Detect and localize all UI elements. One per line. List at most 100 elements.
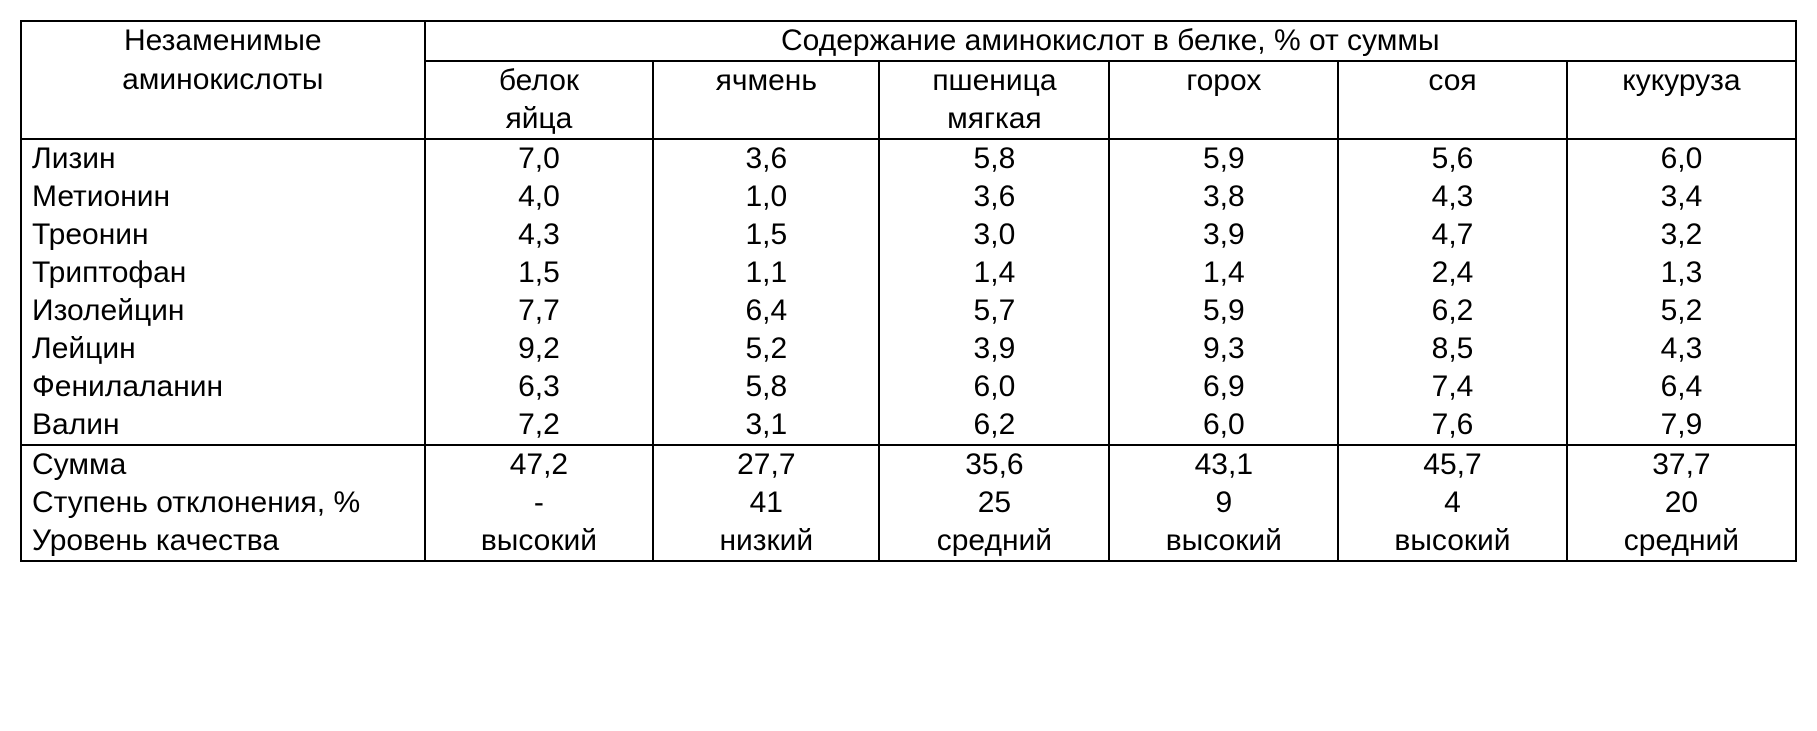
- cell: 4: [1338, 484, 1567, 522]
- amino-name: Треонин: [21, 216, 425, 254]
- cell: 35,6: [879, 445, 1109, 484]
- cell: 1,5: [425, 254, 654, 292]
- summary-name: Уровень качества: [21, 522, 425, 561]
- table-row: Триптофан 1,5 1,1 1,4 1,4 2,4 1,3: [21, 254, 1796, 292]
- amino-acid-table: Незаменимые Содержание аминокислот в бел…: [20, 20, 1797, 562]
- table-row: Фенилаланин 6,3 5,8 6,0 6,9 7,4 6,4: [21, 368, 1796, 406]
- cell: 25: [879, 484, 1109, 522]
- table-row: Метионин 4,0 1,0 3,6 3,8 4,3 3,4: [21, 178, 1796, 216]
- cell: 5,9: [1109, 139, 1338, 178]
- cell: 43,1: [1109, 445, 1338, 484]
- table-row: Лизин 7,0 3,6 5,8 5,9 5,6 6,0: [21, 139, 1796, 178]
- col-header-4-line2: [1338, 100, 1567, 139]
- col-header-2-line1: пшеница: [879, 61, 1109, 100]
- cell: 6,4: [1567, 368, 1796, 406]
- cell: 5,6: [1338, 139, 1567, 178]
- amino-name: Лизин: [21, 139, 425, 178]
- cell: 41: [653, 484, 879, 522]
- row-header-label-line2: аминокислоты: [21, 61, 425, 139]
- cell: 4,3: [425, 216, 654, 254]
- cell: 3,4: [1567, 178, 1796, 216]
- col-header-4-line1: соя: [1338, 61, 1567, 100]
- cell: 9,2: [425, 330, 654, 368]
- amino-name: Лейцин: [21, 330, 425, 368]
- amino-name: Фенилаланин: [21, 368, 425, 406]
- cell: 5,2: [653, 330, 879, 368]
- cell: 6,3: [425, 368, 654, 406]
- cell: 4,3: [1338, 178, 1567, 216]
- col-header-5-line1: кукуруза: [1567, 61, 1796, 100]
- cell: 3,6: [879, 178, 1109, 216]
- cell: 8,5: [1338, 330, 1567, 368]
- table-row: Лейцин 9,2 5,2 3,9 9,3 8,5 4,3: [21, 330, 1796, 368]
- cell: -: [425, 484, 654, 522]
- row-header-label-line1: Незаменимые: [21, 21, 425, 61]
- col-header-3-line2: [1109, 100, 1338, 139]
- summary-row: Уровень качества высокий низкий средний …: [21, 522, 1796, 561]
- col-header-5-line2: [1567, 100, 1796, 139]
- cell: 3,0: [879, 216, 1109, 254]
- group-header: Содержание аминокислот в белке, % от сум…: [425, 21, 1796, 61]
- table-row: Треонин 4,3 1,5 3,0 3,9 4,7 3,2: [21, 216, 1796, 254]
- amino-name: Триптофан: [21, 254, 425, 292]
- col-header-1-line1: ячмень: [653, 61, 879, 100]
- col-header-0-line1: белок: [425, 61, 654, 100]
- summary-row: Ступень отклонения, % - 41 25 9 4 20: [21, 484, 1796, 522]
- cell: 1,4: [879, 254, 1109, 292]
- table-row: Валин 7,2 3,1 6,2 6,0 7,6 7,9: [21, 406, 1796, 445]
- cell: 6,4: [653, 292, 879, 330]
- cell: 6,0: [1567, 139, 1796, 178]
- cell: 4,0: [425, 178, 654, 216]
- cell: низкий: [653, 522, 879, 561]
- cell: 1,0: [653, 178, 879, 216]
- col-header-2-line2: мягкая: [879, 100, 1109, 139]
- col-header-1-line2: [653, 100, 879, 139]
- cell: высокий: [425, 522, 654, 561]
- cell: высокий: [1109, 522, 1338, 561]
- cell: средний: [1567, 522, 1796, 561]
- col-header-0-line2: яйца: [425, 100, 654, 139]
- cell: 4,3: [1567, 330, 1796, 368]
- cell: 7,0: [425, 139, 654, 178]
- cell: 5,9: [1109, 292, 1338, 330]
- cell: 6,0: [879, 368, 1109, 406]
- cell: 9: [1109, 484, 1338, 522]
- cell: 20: [1567, 484, 1796, 522]
- cell: 37,7: [1567, 445, 1796, 484]
- cell: 2,4: [1338, 254, 1567, 292]
- table-row: Изолейцин 7,7 6,4 5,7 5,9 6,2 5,2: [21, 292, 1796, 330]
- cell: 5,8: [879, 139, 1109, 178]
- summary-name: Сумма: [21, 445, 425, 484]
- cell: 7,4: [1338, 368, 1567, 406]
- cell: 5,8: [653, 368, 879, 406]
- cell: 7,2: [425, 406, 654, 445]
- cell: 1,3: [1567, 254, 1796, 292]
- header-row-1: Незаменимые Содержание аминокислот в бел…: [21, 21, 1796, 61]
- header-row-2: аминокислоты белок ячмень пшеница горох …: [21, 61, 1796, 100]
- summary-name: Ступень отклонения, %: [21, 484, 425, 522]
- col-header-3-line1: горох: [1109, 61, 1338, 100]
- cell: 1,5: [653, 216, 879, 254]
- cell: 7,9: [1567, 406, 1796, 445]
- cell: 3,1: [653, 406, 879, 445]
- cell: 5,2: [1567, 292, 1796, 330]
- summary-row: Сумма 47,2 27,7 35,6 43,1 45,7 37,7: [21, 445, 1796, 484]
- cell: 7,7: [425, 292, 654, 330]
- cell: 5,7: [879, 292, 1109, 330]
- cell: 3,9: [1109, 216, 1338, 254]
- cell: 3,2: [1567, 216, 1796, 254]
- cell: 45,7: [1338, 445, 1567, 484]
- cell: 3,9: [879, 330, 1109, 368]
- amino-name: Изолейцин: [21, 292, 425, 330]
- cell: 6,0: [1109, 406, 1338, 445]
- amino-name: Метионин: [21, 178, 425, 216]
- amino-name: Валин: [21, 406, 425, 445]
- cell: 7,6: [1338, 406, 1567, 445]
- cell: 6,2: [1338, 292, 1567, 330]
- cell: 47,2: [425, 445, 654, 484]
- cell: 6,9: [1109, 368, 1338, 406]
- cell: 1,1: [653, 254, 879, 292]
- cell: 4,7: [1338, 216, 1567, 254]
- cell: средний: [879, 522, 1109, 561]
- cell: 3,6: [653, 139, 879, 178]
